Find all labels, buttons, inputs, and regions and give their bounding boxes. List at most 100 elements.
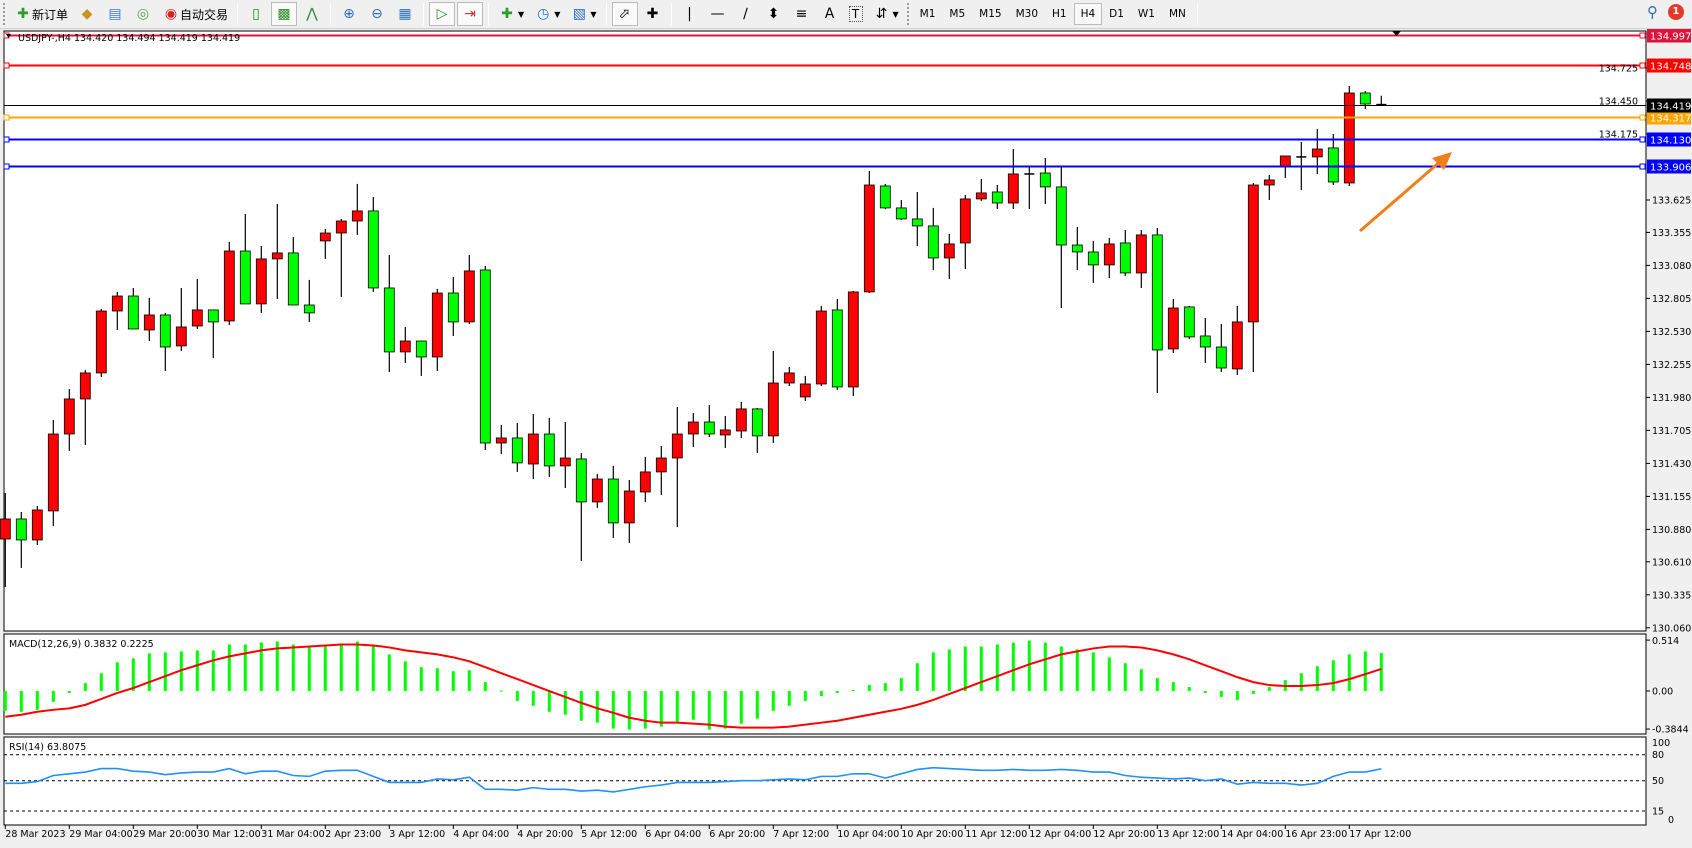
gold-bars-icon: ◆ bbox=[81, 6, 93, 22]
level-line-3-price-box bbox=[1647, 132, 1691, 147]
timeframe-mn[interactable]: MN bbox=[1168, 8, 1186, 20]
toolbar-grip[interactable] bbox=[906, 3, 910, 25]
macd-histogram-bar bbox=[99, 673, 103, 691]
candle-body bbox=[959, 198, 971, 244]
timeframe-d1[interactable]: D1 bbox=[1109, 8, 1124, 20]
candle-body bbox=[0, 518, 11, 540]
macd-histogram-bar bbox=[707, 691, 711, 730]
candle-body bbox=[863, 184, 875, 293]
candle-body bbox=[351, 210, 363, 222]
rsi-tick-label: 100 bbox=[1652, 738, 1670, 749]
notification-badge[interactable]: 1 bbox=[1668, 4, 1684, 20]
macd-histogram-bar bbox=[3, 691, 7, 711]
macd-histogram-bar bbox=[1379, 653, 1383, 691]
macd-histogram-bar bbox=[963, 646, 967, 691]
horizontal-line-button[interactable]: — bbox=[705, 2, 731, 26]
chart-shift-button[interactable]: ⇥ bbox=[457, 2, 484, 26]
timeframe-h4[interactable]: H4 bbox=[1073, 3, 1103, 25]
macd-histogram-bar bbox=[451, 671, 455, 691]
rsi-tick-label: 50 bbox=[1652, 776, 1664, 787]
candle-body bbox=[1055, 186, 1067, 246]
timeframe-m1[interactable]: M1 bbox=[919, 8, 936, 20]
macd-histogram-bar bbox=[1123, 663, 1127, 691]
toolbar-grip[interactable] bbox=[3, 3, 6, 25]
trendline-button[interactable]: ∕ bbox=[733, 2, 759, 26]
time-label: 13 Apr 12:00 bbox=[1157, 829, 1219, 840]
candle-body bbox=[239, 250, 251, 305]
auto-trading-button[interactable]: ◉ 自动交易 bbox=[158, 2, 232, 26]
rsi-tick-label: 0 bbox=[1668, 815, 1674, 826]
separator bbox=[605, 3, 607, 25]
periods-button[interactable]: ◷ ▼ bbox=[530, 2, 564, 26]
text-label-button[interactable]: T bbox=[845, 2, 867, 26]
fibonacci-button[interactable]: ≡ bbox=[789, 2, 815, 26]
price-tick-label: 132.530 bbox=[1652, 327, 1691, 338]
auto-scroll-icon: ▷ bbox=[436, 6, 448, 22]
market-watch-button[interactable]: ◆ bbox=[74, 2, 100, 26]
candlestick-button[interactable]: ▩ bbox=[271, 2, 298, 26]
candle-body bbox=[111, 295, 123, 312]
macd-histogram-bar bbox=[1315, 666, 1319, 691]
timeframe-h1[interactable]: H1 bbox=[1052, 8, 1067, 20]
time-label: 4 Apr 04:00 bbox=[453, 829, 509, 840]
candle-body bbox=[1311, 148, 1323, 158]
auto-trading-label: 自动交易 bbox=[180, 7, 229, 22]
cursor-button[interactable]: ⬀ bbox=[611, 2, 638, 26]
zoom-out-button[interactable]: ⊖ bbox=[364, 2, 390, 26]
time-label: 5 Apr 12:00 bbox=[581, 829, 637, 840]
rsi-line bbox=[5, 766, 1382, 793]
candle-body bbox=[191, 309, 203, 327]
macd-histogram-bar bbox=[67, 691, 71, 693]
separator bbox=[488, 3, 490, 25]
timeframe-m30[interactable]: M30 bbox=[1015, 8, 1038, 20]
macd-histogram-bar bbox=[403, 661, 407, 691]
level-line-3-price-label: 134.130 bbox=[1650, 136, 1691, 147]
zoom-in-button[interactable]: ⊕ bbox=[336, 2, 362, 26]
macd-histogram-bar bbox=[547, 691, 551, 712]
bar-chart-button[interactable]: ▯ bbox=[243, 2, 269, 26]
price-tick-label: 131.155 bbox=[1652, 492, 1691, 503]
fibonacci-icon: ≡ bbox=[795, 6, 808, 22]
search-icon[interactable]: ⚲ bbox=[1647, 3, 1658, 21]
crosshair-button[interactable]: ✚ bbox=[640, 2, 666, 26]
candle-body bbox=[655, 457, 667, 473]
timeframe-m5[interactable]: M5 bbox=[949, 8, 966, 20]
timeframe-w1[interactable]: W1 bbox=[1137, 8, 1155, 20]
macd-histogram-bar bbox=[1299, 673, 1303, 691]
candle-body bbox=[95, 310, 107, 374]
macd-histogram-bar bbox=[259, 642, 263, 691]
tile-windows-button[interactable]: ▦ bbox=[392, 2, 418, 26]
price-tick-label: 134.725 bbox=[1599, 64, 1638, 75]
rsi-tick-label: 80 bbox=[1652, 750, 1664, 761]
arrows-button[interactable]: ⇵ ▼ bbox=[869, 2, 903, 26]
auto-scroll-button[interactable]: ▷ bbox=[429, 2, 456, 26]
horizontal-line-icon: — bbox=[710, 6, 725, 22]
vertical-line-button[interactable]: | bbox=[677, 2, 703, 26]
macd-histogram-bar bbox=[1171, 682, 1175, 691]
new-order-button[interactable]: ✚ 新订单 bbox=[10, 2, 72, 26]
chart-menu-triangle-icon[interactable] bbox=[6, 34, 11, 38]
shift-marker-icon[interactable] bbox=[1392, 31, 1401, 36]
line-chart-icon: ⋀ bbox=[306, 6, 318, 22]
signals-button[interactable]: ◎ bbox=[130, 2, 156, 26]
macd-histogram-bar bbox=[131, 658, 135, 691]
candle-body bbox=[1215, 346, 1227, 369]
navigator-button[interactable]: ▤ bbox=[102, 2, 128, 26]
candle-body bbox=[367, 210, 379, 289]
line-chart-button[interactable]: ⋀ bbox=[299, 2, 325, 26]
candle-body bbox=[431, 292, 443, 358]
macd-histogram-bar bbox=[35, 691, 39, 710]
time-label: 29 Mar 04:00 bbox=[69, 829, 132, 840]
text-button[interactable]: A bbox=[817, 2, 843, 26]
equidistant-channel-button[interactable]: ⬍ bbox=[761, 2, 787, 26]
macd-histogram-bar bbox=[931, 652, 935, 691]
trendline-icon: ∕ bbox=[743, 6, 748, 22]
timeframe-m15[interactable]: M15 bbox=[979, 8, 1002, 20]
candle-body bbox=[799, 383, 811, 398]
indicators-button[interactable]: ✚ ▼ bbox=[494, 2, 528, 26]
separator bbox=[330, 3, 332, 25]
macd-histogram-bar bbox=[275, 641, 279, 691]
templates-button[interactable]: ▧ ▼ bbox=[566, 2, 600, 26]
candle-body bbox=[847, 291, 859, 388]
